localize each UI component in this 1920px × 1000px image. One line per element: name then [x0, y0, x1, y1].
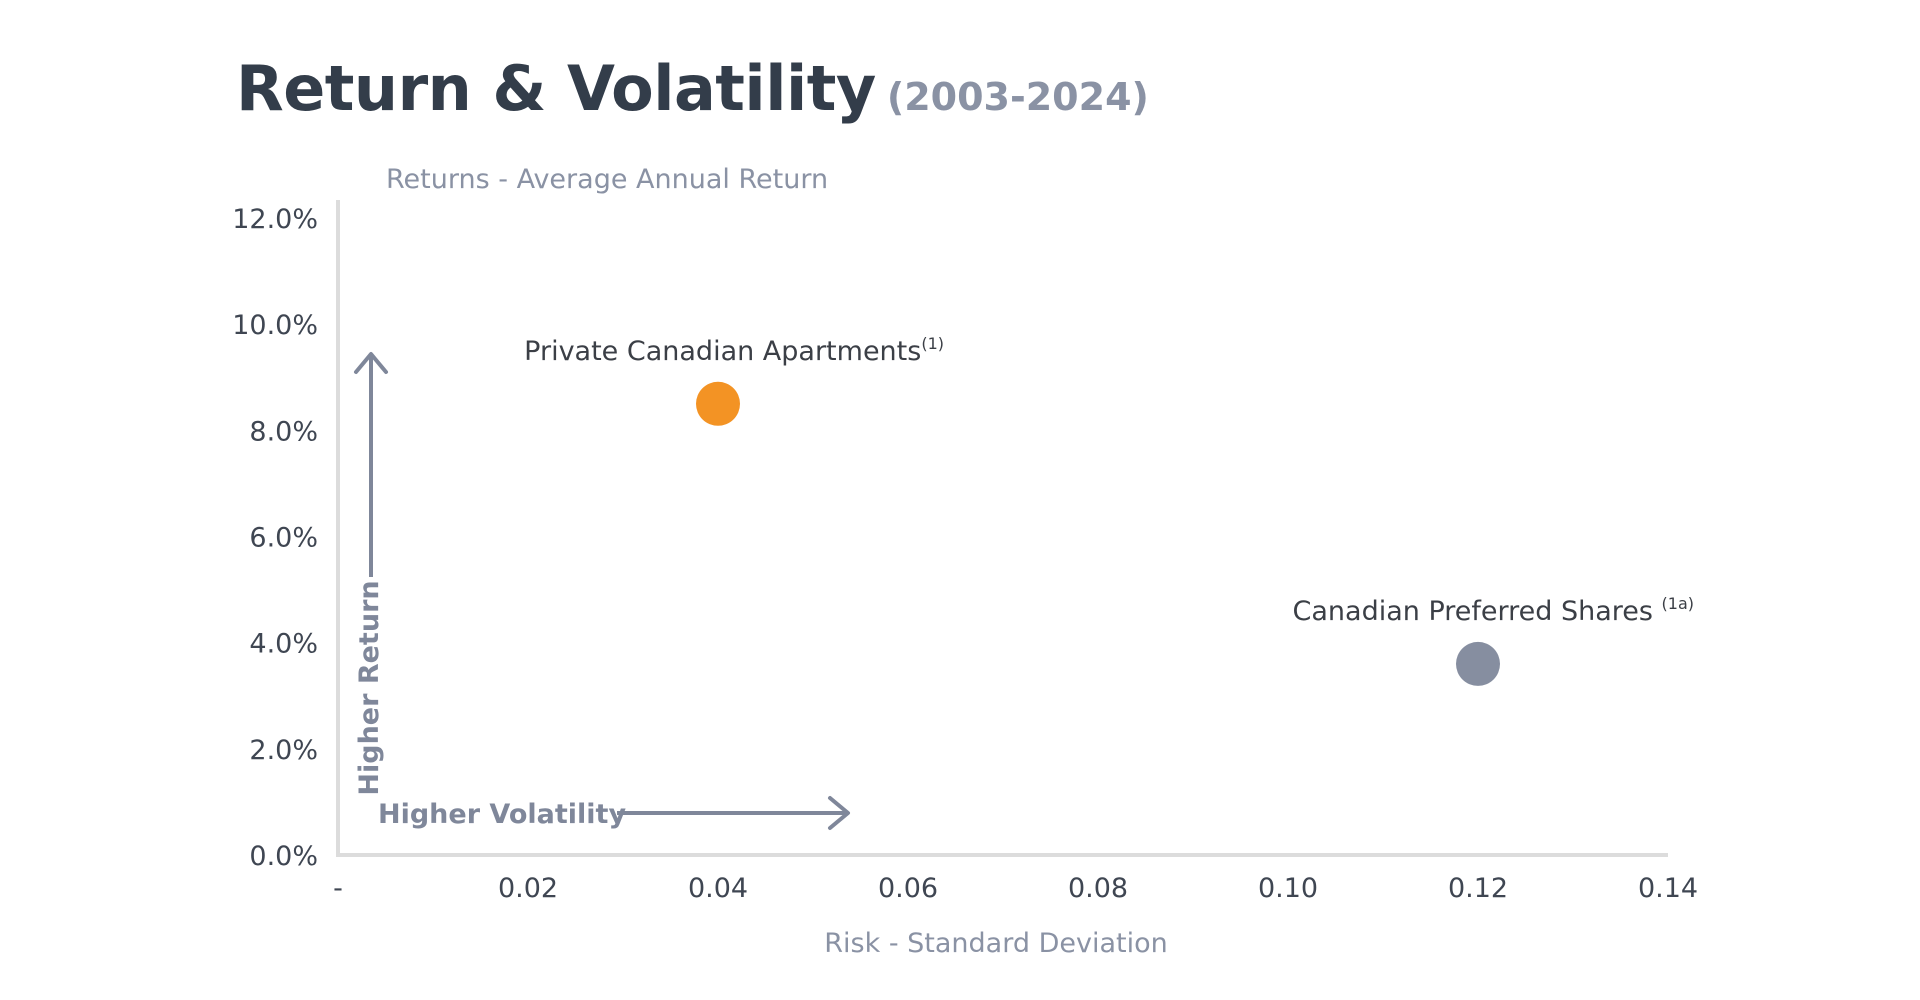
x-tick-label: 0.08 [1068, 873, 1128, 904]
x-tick-label: 0.14 [1638, 873, 1698, 904]
x-tick-label: 0.02 [498, 873, 558, 904]
data-point [696, 381, 740, 426]
y-tick-label: 0.0% [249, 841, 318, 872]
data-point-label: Private Canadian Apartments(1) [524, 334, 944, 367]
y-tick-label: 2.0% [249, 735, 318, 766]
data-point-label: Canadian Preferred Shares (1a) [1293, 594, 1694, 627]
data-point [1456, 641, 1500, 686]
x-tick-label: 0.04 [688, 873, 748, 904]
y-tick-label: 10.0% [232, 310, 318, 341]
x-tick-label: 0.10 [1258, 873, 1318, 904]
chart-title: Return & Volatility [236, 52, 876, 125]
x-tick-label: 0.06 [878, 873, 938, 904]
x-axis-label: Risk - Standard Deviation [824, 928, 1167, 959]
chart-subtitle: (2003-2024) [886, 75, 1149, 119]
chart-title-block: Return & Volatility (2003-2024) [236, 52, 1149, 125]
x-tick-label: - [333, 873, 343, 904]
y-tick-label: 12.0% [232, 204, 318, 235]
higher-return-label: Higher Return [354, 580, 385, 795]
y-tick-label: 6.0% [249, 523, 318, 554]
y-tick-label: 8.0% [249, 416, 318, 447]
higher-volatility-label: Higher Volatility [378, 799, 626, 830]
right-arrow-icon [828, 796, 850, 830]
y-tick-label: 4.0% [249, 629, 318, 660]
x-tick-label: 0.12 [1448, 873, 1508, 904]
y-axis-label: Returns - Average Annual Return [386, 164, 828, 195]
up-arrow-icon [354, 352, 388, 374]
